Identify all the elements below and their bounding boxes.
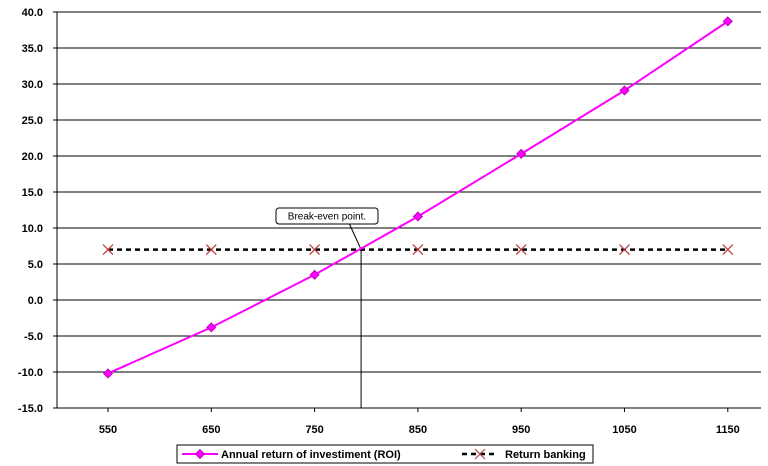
legend-banking-marker (474, 448, 486, 460)
point-roi (102, 368, 114, 379)
legend: Annual return of investiment (ROI) Retur… (176, 444, 594, 464)
y-tick-label: -15.0 (18, 403, 43, 415)
y-tick-label: -10.0 (18, 367, 43, 379)
y-tick-label: 0.0 (28, 295, 43, 307)
y-tick-label: -5.0 (24, 331, 43, 343)
x-tick-label: 750 (305, 424, 323, 436)
legend-box (176, 444, 594, 464)
point-return-banking (619, 244, 630, 256)
legend-banking-label: Return banking (505, 449, 586, 461)
callout-text: Break-even point. (288, 212, 366, 223)
y-tick-label: 25.0 (22, 115, 43, 127)
point-roi (516, 148, 527, 159)
gridlines (57, 11, 761, 373)
y-tick-label: 30.0 (22, 79, 43, 91)
x-tick-label: 850 (409, 424, 427, 436)
point-return-banking (309, 244, 321, 256)
y-tick-label: 5.0 (28, 259, 43, 271)
x-tick-label: 950 (512, 424, 530, 436)
point-return-banking (412, 244, 424, 256)
y-tick-label: 15.0 (22, 187, 43, 199)
callout-box (275, 207, 379, 225)
y-tick-label: 20.0 (22, 151, 43, 163)
series-line-roi (107, 20, 729, 375)
x-tick-label: 1150 (716, 424, 740, 436)
x-tick-label: 550 (99, 424, 117, 436)
y-tick-label: 40.0 (22, 7, 43, 19)
callout-pointer (348, 223, 362, 250)
y-axis-ticks: 40.0 35.0 30.0 25.0 20.0 15.0 10.0 5.0 0.0 -5.0 -1… (18, 7, 57, 415)
x-axis-ticks: 550 650 750 850 950 1050 1150 (99, 408, 740, 436)
point-roi (412, 211, 423, 222)
x-tick-label: 1050 (612, 424, 636, 436)
y-tick-label: 10.0 (22, 223, 43, 235)
point-return-banking (102, 244, 114, 256)
legend-roi-label: Annual return of investiment (ROI) (221, 449, 401, 461)
point-roi (722, 16, 733, 27)
point-roi (619, 85, 630, 96)
break-even-annotation: Break-even point. (275, 207, 379, 408)
point-roi (309, 269, 320, 280)
series-layer (102, 16, 734, 379)
x-tick-label: 650 (202, 424, 220, 436)
point-return-banking (722, 244, 734, 256)
point-roi (206, 322, 217, 333)
point-return-banking (515, 244, 527, 256)
point-return-banking (205, 244, 217, 256)
y-tick-label: 35.0 (22, 43, 43, 55)
legend-roi-marker (194, 448, 206, 460)
